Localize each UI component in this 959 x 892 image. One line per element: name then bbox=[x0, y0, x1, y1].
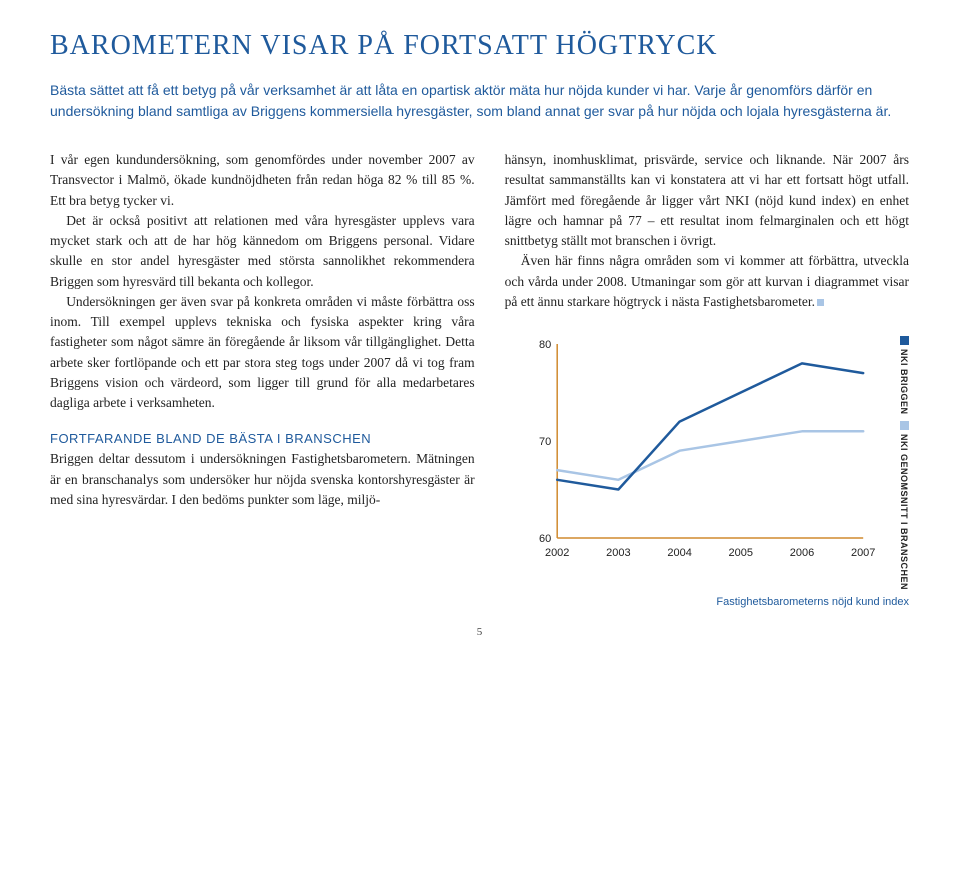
right-body: hänsyn, inomhusklimat, prisvärde, servic… bbox=[505, 150, 909, 312]
left-p2: Det är också positivt att relationen med… bbox=[50, 211, 475, 292]
chart-caption: Fastighetsbarometerns nöjd kund index bbox=[505, 596, 909, 608]
svg-text:70: 70 bbox=[539, 436, 551, 448]
left-p1: I vår egen kundundersökning, som genomfö… bbox=[50, 150, 475, 211]
legend-swatch bbox=[900, 421, 909, 430]
left-p3: Undersökningen ger även svar på konkreta… bbox=[50, 292, 475, 414]
svg-text:60: 60 bbox=[539, 533, 551, 545]
right-p2: Även här finns några områden som vi komm… bbox=[505, 251, 909, 312]
left-p4: Briggen deltar dessutom i undersökningen… bbox=[50, 449, 475, 510]
right-column: hänsyn, inomhusklimat, prisvärde, servic… bbox=[505, 150, 909, 608]
svg-text:2007: 2007 bbox=[851, 547, 875, 559]
left-column: I vår egen kundundersökning, som genomfö… bbox=[50, 150, 475, 608]
chart-container: 60 70 80 2002 2003 2004 2005 2006 2007 NKI BRIGG… bbox=[505, 336, 909, 590]
svg-text:2003: 2003 bbox=[606, 547, 630, 559]
right-p1: hänsyn, inomhusklimat, prisvärde, servic… bbox=[505, 150, 909, 251]
svg-text:80: 80 bbox=[539, 339, 551, 351]
svg-text:2002: 2002 bbox=[545, 547, 569, 559]
svg-text:2006: 2006 bbox=[789, 547, 813, 559]
right-p2-text: Även här finns några områden som vi komm… bbox=[505, 253, 909, 309]
chart-legend: NKI BRIGGEN NKI GENOMSNITT I BRANSCHEN bbox=[899, 336, 909, 590]
nki-line-chart: 60 70 80 2002 2003 2004 2005 2006 2007 bbox=[505, 336, 893, 566]
lead-paragraph: Bästa sättet att få ett betyg på vår ver… bbox=[50, 80, 909, 122]
subheading: FORTFARANDE BLAND DE BÄSTA I BRANSCHEN bbox=[50, 431, 475, 446]
end-square-icon bbox=[817, 299, 824, 306]
left-body-2: Briggen deltar dessutom i undersökningen… bbox=[50, 449, 475, 510]
legend-item: NKI BRIGGEN bbox=[899, 336, 909, 415]
legend-label: NKI BRIGGEN bbox=[899, 349, 909, 415]
two-column-layout: I vår egen kundundersökning, som genomfö… bbox=[50, 150, 909, 608]
legend-swatch bbox=[900, 336, 909, 345]
legend-label: NKI GENOMSNITT I BRANSCHEN bbox=[899, 434, 909, 590]
svg-text:2005: 2005 bbox=[728, 547, 752, 559]
legend-item: NKI GENOMSNITT I BRANSCHEN bbox=[899, 421, 909, 590]
left-body: I vår egen kundundersökning, som genomfö… bbox=[50, 150, 475, 413]
page-number: 5 bbox=[50, 626, 909, 638]
svg-text:2004: 2004 bbox=[667, 547, 691, 559]
page-title: BAROMETERN VISAR PÅ FORTSATT HÖGTRYCK bbox=[50, 30, 909, 62]
